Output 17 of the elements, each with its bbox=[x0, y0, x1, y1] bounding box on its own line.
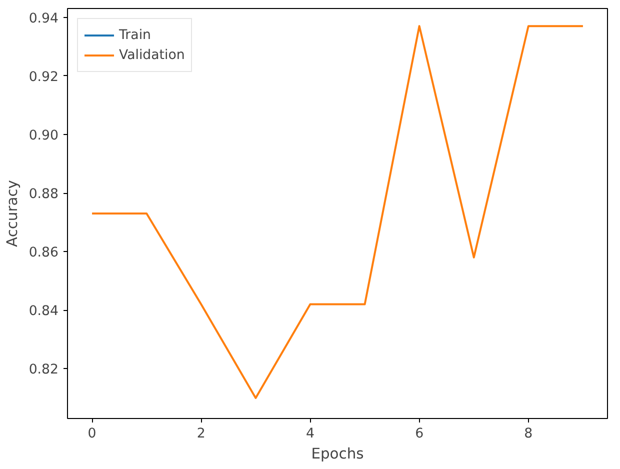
x-tick-label: 0 bbox=[88, 426, 96, 442]
y-tick-label: 0.92 bbox=[28, 70, 59, 85]
x-tick-label: 2 bbox=[196, 426, 206, 442]
line-series bbox=[91, 25, 584, 399]
y-tick-label: 0.86 bbox=[28, 246, 59, 261]
y-axis-title: Accuracy bbox=[4, 180, 21, 247]
x-tick-label: 4 bbox=[306, 426, 314, 442]
x-tick-label: 6 bbox=[415, 426, 424, 442]
legend-label: Train bbox=[119, 28, 151, 42]
y-tick-label: 0.84 bbox=[28, 304, 59, 320]
x-axis-title: Epochs bbox=[311, 446, 364, 462]
y-tick-label: 0.82 bbox=[28, 362, 59, 378]
legend-label: Validation bbox=[119, 48, 185, 62]
y-tick-label: 0.90 bbox=[28, 128, 59, 144]
x-tick-label: 8 bbox=[524, 426, 533, 442]
y-tick-label: 0.94 bbox=[28, 11, 59, 26]
y-tick-label: 0.88 bbox=[28, 187, 59, 202]
